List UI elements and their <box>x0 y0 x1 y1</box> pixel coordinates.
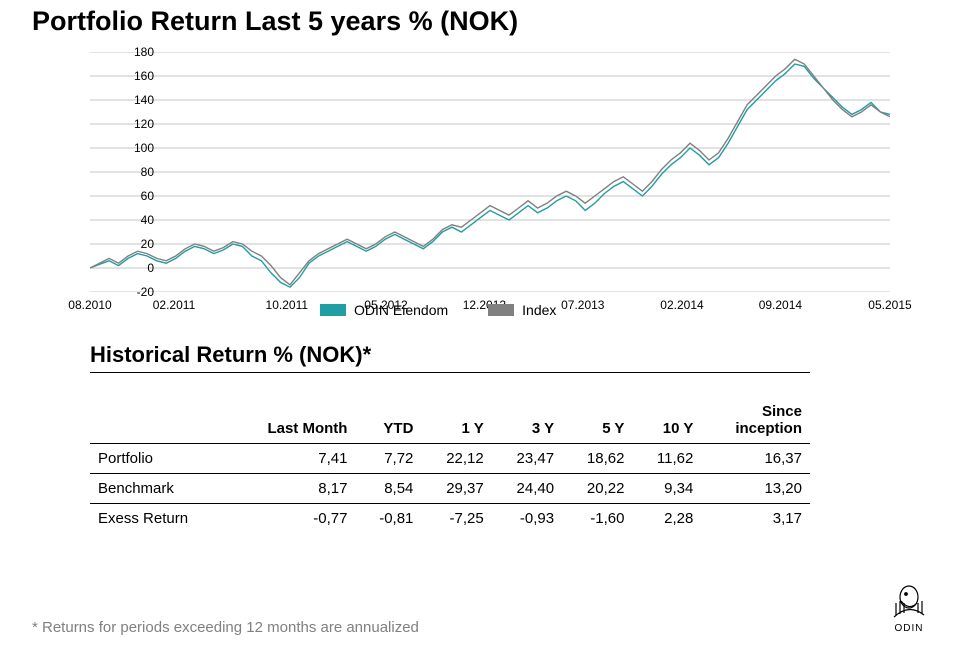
table-cell: 3,17 <box>701 504 810 534</box>
table-row-header: Benchmark <box>90 474 229 504</box>
table-cell: 29,37 <box>421 474 491 504</box>
y-axis-label: 100 <box>124 141 154 155</box>
table-cell: 7,41 <box>229 444 355 474</box>
table-column-header: Sinceinception <box>701 398 810 444</box>
x-axis-label: 05.2015 <box>868 298 911 312</box>
chart-legend: ODIN Eiendom Index <box>320 302 596 319</box>
x-axis-label: 02.2011 <box>153 298 196 312</box>
legend-item: ODIN Eiendom <box>320 302 448 318</box>
logo-text: ODIN <box>895 623 924 633</box>
table-cell: -7,25 <box>421 504 491 534</box>
table-cell: -0,77 <box>229 504 355 534</box>
legend-swatch <box>320 304 346 316</box>
table-cell: 9,34 <box>632 474 701 504</box>
y-axis-label: 180 <box>124 45 154 59</box>
table-cell: 7,72 <box>355 444 421 474</box>
table-cell: -1,60 <box>562 504 632 534</box>
y-axis-label: 40 <box>124 213 154 227</box>
legend-label: ODIN Eiendom <box>354 302 448 318</box>
y-axis-label: 140 <box>124 93 154 107</box>
table-cell: 24,40 <box>492 474 562 504</box>
y-axis-label: 120 <box>124 117 154 131</box>
table-column-header: 1 Y <box>421 398 491 444</box>
table-cell: 13,20 <box>701 474 810 504</box>
table-cell: 23,47 <box>492 444 562 474</box>
logo: ODIN <box>884 581 934 638</box>
table-cell: 2,28 <box>632 504 701 534</box>
y-axis-label: 20 <box>124 237 154 251</box>
page-title: Portfolio Return Last 5 years % (NOK) <box>0 0 960 37</box>
legend-item: Index <box>488 302 556 318</box>
line-chart <box>90 52 890 292</box>
table-cell: 16,37 <box>701 444 810 474</box>
x-axis-label: 02.2014 <box>660 298 703 312</box>
table-column-header: YTD <box>355 398 421 444</box>
divider <box>90 372 810 373</box>
table-cell: 8,17 <box>229 474 355 504</box>
table-cell: 8,54 <box>355 474 421 504</box>
table-column-header: 5 Y <box>562 398 632 444</box>
footnote: * Returns for periods exceeding 12 month… <box>32 619 419 636</box>
table-corner <box>90 398 229 444</box>
x-axis-label: 08.2010 <box>68 298 111 312</box>
table-row-header: Portfolio <box>90 444 229 474</box>
table-cell: 11,62 <box>632 444 701 474</box>
table-cell: -0,81 <box>355 504 421 534</box>
returns-table: Last MonthYTD1 Y3 Y5 Y10 YSinceinception… <box>90 398 810 533</box>
x-axis-label: 09.2014 <box>759 298 802 312</box>
legend-label: Index <box>522 302 556 318</box>
table-row-header: Exess Return <box>90 504 229 534</box>
table-cell: -0,93 <box>492 504 562 534</box>
table-column-header: 10 Y <box>632 398 701 444</box>
table-cell: 20,22 <box>562 474 632 504</box>
table-cell: 22,12 <box>421 444 491 474</box>
y-axis-label: -20 <box>124 285 154 299</box>
table-column-header: Last Month <box>229 398 355 444</box>
y-axis-label: 60 <box>124 189 154 203</box>
historical-title: Historical Return % (NOK)* <box>90 342 371 368</box>
table-column-header: 3 Y <box>492 398 562 444</box>
legend-swatch <box>488 304 514 316</box>
y-axis-label: 160 <box>124 69 154 83</box>
x-axis-label: 10.2011 <box>266 298 309 312</box>
y-axis-label: 0 <box>124 261 154 275</box>
y-axis-label: 80 <box>124 165 154 179</box>
table-cell: 18,62 <box>562 444 632 474</box>
